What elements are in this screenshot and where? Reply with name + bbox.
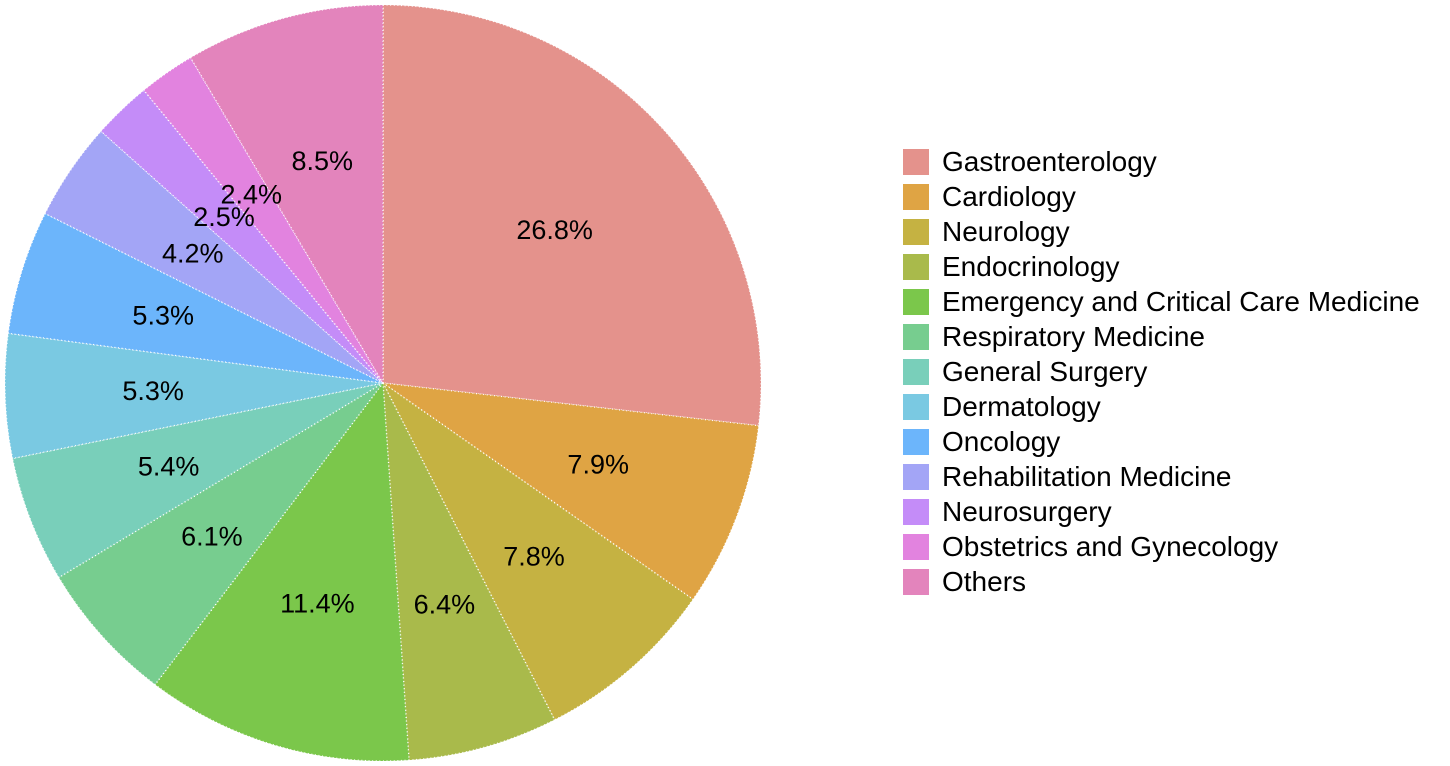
pie-slice-gastroenterology [382,4,762,427]
pie-slice-neurosurgery [100,89,384,384]
legend-label: Obstetrics and Gynecology [942,530,1279,562]
slice-label-endocrinology: 6.4% [414,590,476,620]
legend-label: Dermatology [942,390,1101,422]
legend-item-obstetrics-and-gynecology: Obstetrics and Gynecology [903,529,1420,564]
slice-label-neurosurgery: 2.5% [193,202,255,232]
legend-item-emergency-and-critical-care-medicine: Emergency and Critical Care Medicine [903,284,1420,319]
pie-slice-rehabilitation-medicine [44,130,384,384]
legend-label: Endocrinology [942,250,1120,282]
legend-item-general-surgery: General Surgery [903,354,1420,389]
legend-item-neurology: Neurology [903,214,1420,249]
legend-label: Respiratory Medicine [942,320,1205,352]
legend-label: General Surgery [942,355,1148,387]
slice-label-rehabilitation-medicine: 4.2% [162,239,224,269]
slice-label-others: 8.5% [292,146,354,176]
legend-swatch-icon [903,568,929,595]
legend-label: Others [942,565,1027,597]
legend-item-dermatology: Dermatology [903,389,1420,424]
chart-legend: Gastroenterology Cardiology Neurology Endoc… [903,144,1420,599]
legend-item-cardiology: Cardiology [903,179,1420,214]
pie-slice-endocrinology [382,382,556,761]
legend-item-rehabilitation-medicine: Rehabilitation Medicine [903,459,1420,494]
pie-slice-oncology [7,212,384,384]
slice-label-obstetrics-and-gynecology: 2.4% [221,179,283,209]
slice-label-oncology: 5.3% [132,300,194,330]
legend-swatch-icon [903,393,929,420]
legend-item-endocrinology: Endocrinology [903,249,1420,284]
pie-slice-general-surgery [11,382,384,579]
legend-label: Rehabilitation Medicine [942,460,1232,492]
legend-swatch-icon [903,253,929,280]
legend-swatch-icon [903,183,929,210]
legend-item-neurosurgery: Neurosurgery [903,494,1420,529]
slice-label-respiratory-medicine: 6.1% [181,522,243,552]
legend-swatch-icon [903,148,929,175]
pie-slice-dermatology [4,332,384,460]
legend-label: Neurology [942,215,1070,247]
pie-slice-emergency-and-critical-care-medicine [154,382,410,762]
legend-swatch-icon [903,218,929,245]
legend-swatch-icon [903,358,929,385]
slice-label-dermatology: 5.3% [122,376,184,406]
slice-label-neurology: 7.8% [503,542,565,572]
pie-slice-respiratory-medicine [58,382,384,686]
legend-swatch-icon [903,288,929,315]
pie-slice-cardiology [382,382,760,601]
slice-label-gastroenterology: 26.8% [516,215,593,245]
legend-swatch-icon [903,498,929,525]
legend-label: Emergency and Critical Care Medicine [942,285,1420,317]
legend-item-gastroenterology: Gastroenterology [903,144,1420,179]
legend-swatch-icon [903,323,929,350]
legend-item-others: Others [903,564,1420,599]
legend-item-respiratory-medicine: Respiratory Medicine [903,319,1420,354]
slice-label-general-surgery: 5.4% [138,451,200,481]
slice-label-cardiology: 7.9% [567,449,629,479]
legend-swatch-icon [903,533,929,560]
legend-item-oncology: Oncology [903,424,1420,459]
slice-label-emergency-and-critical-care-medicine: 11.4% [280,589,355,619]
legend-swatch-icon [903,428,929,455]
legend-label: Gastroenterology [942,145,1157,177]
legend-label: Oncology [942,425,1061,457]
pie-slice-obstetrics-and-gynecology [143,56,384,384]
legend-swatch-icon [903,463,929,490]
pie-slice-others [189,4,384,384]
legend-label: Cardiology [942,180,1076,212]
legend-label: Neurosurgery [942,495,1112,527]
pie-slice-neurology [382,382,694,721]
